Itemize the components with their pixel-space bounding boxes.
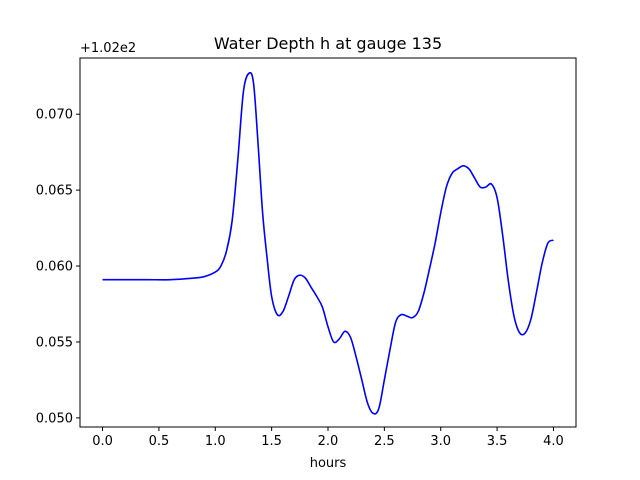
y-tick-label: 0.065	[36, 184, 73, 199]
plot-frame	[79, 57, 577, 428]
x-axis-ticks: 0.0 0.5 1.0 1.5 2.0 2.5 3.0 3.5 4.0	[92, 427, 564, 449]
plot-area: 0.0 0.5 1.0 1.5 2.0 2.5 3.0 3.5 4.0 0.0500.0550.…	[36, 57, 577, 449]
x-tick-label: 0.5	[149, 434, 170, 449]
y-axis-ticks: 0.050 0.055 0.060 0.065 0.070	[36, 108, 80, 426]
x-tick-label: 3.0	[430, 434, 451, 449]
y-tick-label: 0.060	[36, 260, 73, 275]
x-tick-label: 1.5	[261, 434, 282, 449]
y-axis-offset-label: +1.02e2	[80, 41, 136, 56]
y-tick-label: 0.070	[36, 108, 73, 123]
x-tick-label: 2.5	[374, 434, 395, 449]
series-line-0	[102, 71, 554, 415]
series-layer	[102, 71, 554, 415]
chart-title: Water Depth h at gauge 135	[214, 34, 442, 53]
x-tick-label: 3.5	[487, 434, 508, 449]
x-tick-label: 2.0	[318, 434, 339, 449]
x-tick-label: 0.0	[92, 434, 113, 449]
x-tick-label: 4.0	[543, 434, 564, 449]
x-axis-label: hours	[310, 456, 347, 471]
x-tick-label: 1.0	[205, 434, 226, 449]
y-tick-label: 0.055	[36, 335, 73, 350]
y-tick-label: 0.050	[36, 411, 73, 426]
